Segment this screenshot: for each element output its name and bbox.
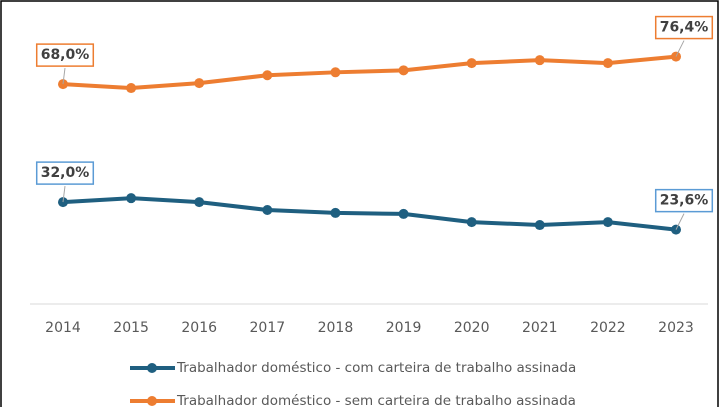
marker bbox=[262, 204, 273, 215]
leader-line bbox=[675, 40, 685, 57]
line bbox=[62, 54, 677, 91]
legend-marker bbox=[147, 396, 157, 406]
leader-line bbox=[675, 213, 685, 230]
marker bbox=[534, 220, 545, 231]
leader-line bbox=[62, 68, 66, 85]
legend-marker bbox=[147, 363, 157, 373]
legend-label: Trabalhador doméstico - com carteira de … bbox=[176, 360, 576, 376]
x-tick-label: 2016 bbox=[181, 320, 217, 336]
data-label: 23,6% bbox=[660, 193, 709, 209]
x-tick-label: 2020 bbox=[454, 320, 490, 336]
x-tick-label: 2017 bbox=[250, 320, 286, 336]
marker bbox=[466, 58, 477, 69]
leader-line bbox=[62, 186, 66, 203]
marker bbox=[534, 55, 545, 66]
data-label-box bbox=[654, 15, 714, 40]
legend-label: Trabalhador doméstico - sem carteira de … bbox=[176, 393, 576, 407]
marker bbox=[398, 65, 409, 76]
data-label-box bbox=[654, 188, 714, 213]
data-label-box bbox=[35, 161, 95, 185]
marker bbox=[194, 78, 205, 89]
line bbox=[62, 196, 677, 232]
marker bbox=[330, 67, 341, 78]
x-tick-label: 2022 bbox=[590, 320, 626, 336]
marker bbox=[330, 207, 341, 218]
data-label-box bbox=[35, 43, 95, 67]
marker bbox=[194, 197, 205, 208]
x-tick-label: 2021 bbox=[522, 320, 558, 336]
x-tick-label: 2014 bbox=[45, 320, 81, 336]
data-label: 68,0% bbox=[41, 47, 90, 63]
x-tick-label: 2015 bbox=[113, 320, 149, 336]
x-tick-label: 2023 bbox=[658, 320, 694, 336]
marker bbox=[126, 83, 137, 94]
marker bbox=[398, 208, 409, 219]
marker bbox=[466, 217, 477, 228]
marker bbox=[126, 193, 137, 204]
data-label: 76,4% bbox=[660, 20, 709, 36]
x-tick-label: 2018 bbox=[318, 320, 354, 336]
x-tick-label: 2019 bbox=[386, 320, 422, 336]
marker bbox=[602, 58, 613, 69]
marker bbox=[602, 217, 613, 228]
marker bbox=[262, 70, 273, 81]
data-label: 32,0% bbox=[41, 165, 90, 181]
